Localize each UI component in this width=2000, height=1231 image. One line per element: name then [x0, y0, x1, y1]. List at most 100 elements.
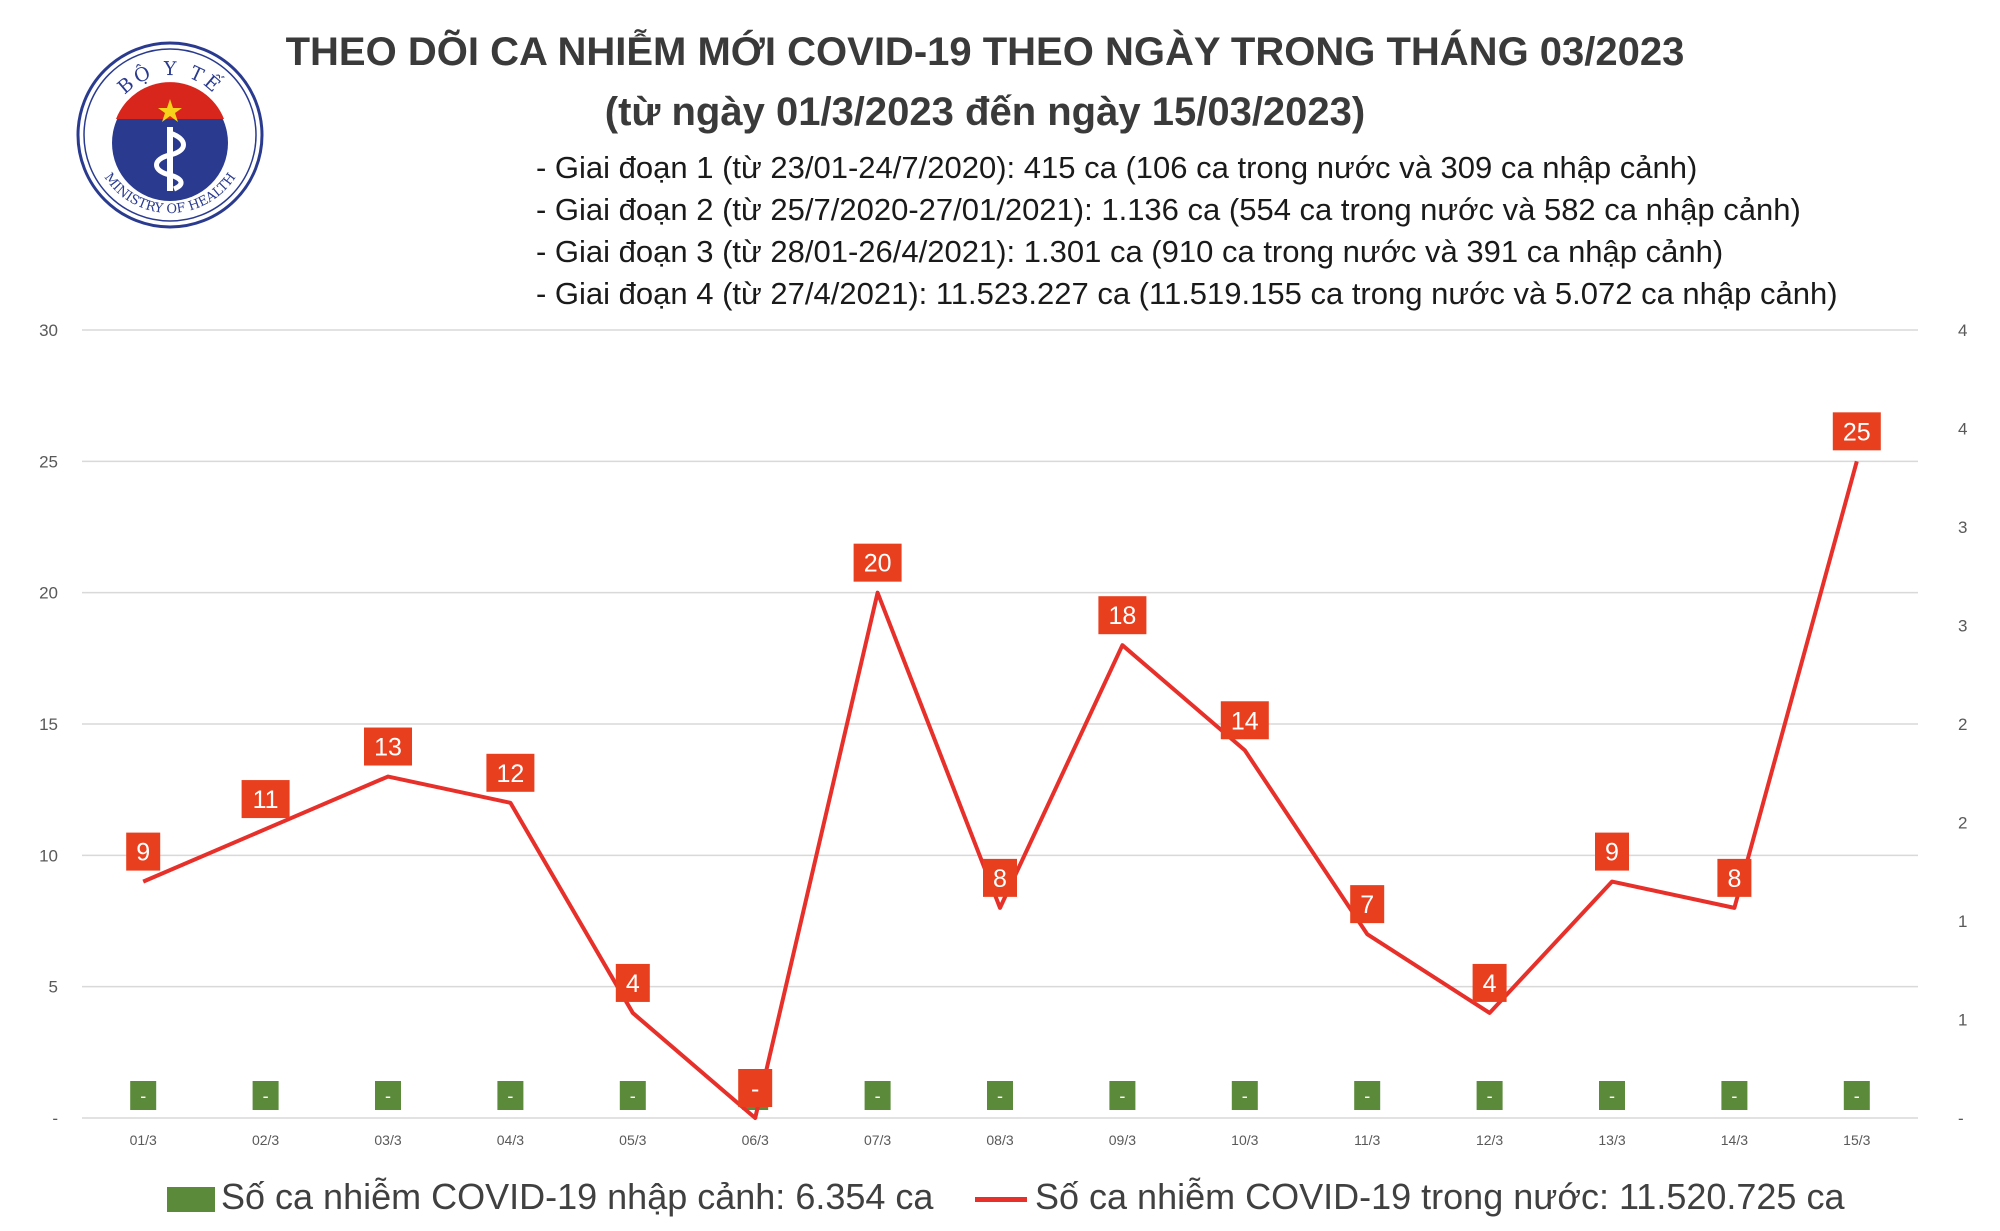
data-label: 4	[1483, 970, 1497, 998]
data-label: 25	[1843, 418, 1871, 446]
data-label: 11	[253, 786, 279, 814]
ministry-of-health-logo: BỘ Y TẾ MINISTRY OF HEALTH	[76, 41, 264, 229]
data-label-box	[983, 858, 1017, 897]
data-label-box	[738, 1069, 773, 1107]
x-axis-tick: 10/3	[1231, 1132, 1258, 1148]
x-axis-tick: 01/3	[130, 1132, 157, 1148]
data-label: 9	[1605, 839, 1619, 867]
right-axis-tick: 1	[1958, 1011, 1967, 1030]
data-label-box	[486, 753, 535, 792]
x-axis-tick: 14/3	[1721, 1132, 1748, 1148]
x-axis-tick: 13/3	[1598, 1132, 1625, 1148]
data-label: 20	[864, 550, 892, 578]
x-axis-tick: 04/3	[497, 1132, 524, 1148]
right-axis-tick: 4	[1958, 321, 1967, 340]
right-axis-tick: 4	[1958, 420, 1967, 439]
imported-bar-marker	[375, 1081, 401, 1110]
left-axis-tick: 15	[39, 715, 58, 734]
chart-subtitle: (từ ngày 01/3/2023 đến ngày 15/03/2023)	[604, 90, 1366, 134]
x-axis-tick: 02/3	[252, 1132, 279, 1148]
imported-bar-label: -	[997, 1086, 1003, 1106]
imported-bar-marker	[1231, 1081, 1258, 1110]
imported-bar-marker	[1721, 1081, 1748, 1110]
x-axis-tick: 12/3	[1476, 1132, 1503, 1148]
left-axis-tick: 25	[39, 452, 58, 471]
data-label-box	[1350, 885, 1385, 924]
imported-bar-marker	[1109, 1081, 1136, 1110]
legend-imported-label: Số ca nhiễm COVID-19 nhập cảnh: 6.354 ca	[221, 1176, 934, 1217]
note-phase-3: - Giai đoạn 3 (từ 28/01-26/4/2021): 1.30…	[536, 234, 1724, 269]
legend-imported-swatch	[167, 1186, 215, 1212]
x-axis-tick: 07/3	[864, 1132, 891, 1148]
imported-bar-label: -	[630, 1086, 636, 1106]
data-label-box	[1832, 412, 1881, 451]
x-axis-tick: 08/3	[986, 1132, 1013, 1148]
imported-bar-marker	[1476, 1081, 1503, 1110]
imported-bar-label: -	[385, 1086, 391, 1106]
right-axis-tick: 2	[1958, 814, 1967, 833]
imported-bar-label: -	[1364, 1086, 1370, 1106]
data-label-box	[1595, 832, 1629, 871]
imported-bar-label: -	[507, 1086, 513, 1106]
data-label: 4	[626, 970, 640, 998]
snake-staff-icon	[154, 130, 186, 192]
chart-title: THEO DÕI CA NHIỄM MỚI COVID-19 THEO NGÀY…	[285, 30, 1685, 74]
data-label-box	[241, 780, 290, 819]
legend-domestic-label: Số ca nhiễm COVID-19 trong nước: 11.520.…	[1035, 1176, 1845, 1217]
data-label-box	[853, 543, 902, 582]
data-label: 8	[993, 865, 1007, 893]
left-axis-tick: 10	[39, 846, 58, 865]
right-axis-tick: 3	[1958, 617, 1967, 636]
imported-bar-marker	[864, 1081, 891, 1110]
data-label: 9	[136, 839, 150, 867]
data-label-box	[126, 832, 161, 871]
note-phase-1: - Giai đoạn 1 (từ 23/01-24/7/2020): 415 …	[536, 150, 1698, 185]
imported-bar-label: -	[1487, 1086, 1493, 1106]
x-axis-tick: 05/3	[619, 1132, 646, 1148]
x-axis-tick: 09/3	[1109, 1132, 1136, 1148]
imported-bar-label: -	[1609, 1086, 1615, 1106]
imported-bar-label: -	[875, 1086, 881, 1106]
data-label: 18	[1108, 602, 1136, 630]
right-axis-tick: 2	[1958, 715, 1967, 734]
imported-bar-marker	[497, 1081, 524, 1110]
imported-bar-marker	[1843, 1081, 1870, 1110]
imported-bar-label: -	[1731, 1086, 1737, 1106]
data-label-box	[615, 963, 650, 1002]
data-label-box	[1098, 596, 1147, 635]
imported-bar-marker	[619, 1081, 646, 1110]
right-axis-tick: 1	[1958, 912, 1967, 931]
star-icon	[158, 99, 182, 122]
imported-bar-label: -	[1119, 1086, 1125, 1106]
x-axis-tick: 03/3	[374, 1132, 401, 1148]
imported-bar-marker	[130, 1081, 157, 1110]
right-axis-tick: -	[1958, 1109, 1964, 1128]
left-axis-tick: 20	[39, 584, 58, 603]
x-axis-tick: 15/3	[1843, 1132, 1870, 1148]
data-label: 14	[1231, 707, 1259, 735]
legend-domestic-swatch	[975, 1196, 1027, 1202]
data-label: 7	[1360, 891, 1374, 919]
imported-bar-marker	[1599, 1081, 1625, 1110]
domestic-cases-line	[142, 460, 1859, 1120]
left-axis-tick: 30	[39, 321, 58, 340]
x-axis-tick: 06/3	[742, 1132, 769, 1148]
data-label-box	[1220, 701, 1269, 740]
x-axis-tick: 11/3	[1354, 1132, 1380, 1148]
data-label: 13	[374, 734, 402, 762]
legend-domestic: Số ca nhiễm COVID-19 trong nước: 11.520.…	[975, 1176, 1844, 1218]
left-axis-tick: -	[52, 1109, 58, 1128]
imported-bar-marker	[987, 1081, 1013, 1110]
legend-imported: Số ca nhiễm COVID-19 nhập cảnh: 6.354 ca	[167, 1176, 933, 1218]
imported-bar-marker	[252, 1081, 279, 1110]
imported-bar-label: -	[1242, 1086, 1248, 1106]
note-phase-4: - Giai đoạn 4 (từ 27/4/2021): 11.523.227…	[536, 276, 1838, 311]
data-label: 12	[496, 760, 524, 788]
data-label: 8	[1727, 865, 1741, 893]
right-axis-tick: 3	[1958, 518, 1967, 537]
imported-bar-label: -	[263, 1086, 269, 1106]
data-label-box	[1472, 963, 1507, 1002]
left-axis-tick: 5	[49, 978, 58, 997]
imported-bar-label: -	[1854, 1086, 1860, 1106]
